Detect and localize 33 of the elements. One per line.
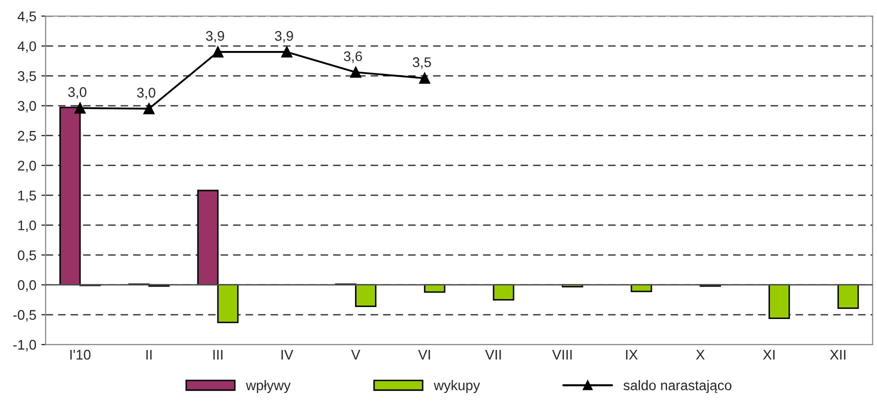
data-label: 3,9 — [274, 31, 294, 43]
y-tick-label: 1,5 — [18, 190, 36, 202]
data-label: 3,9 — [206, 31, 224, 43]
y-tick-label: 0,5 — [18, 250, 36, 262]
x-tick-label: VIII — [552, 350, 572, 360]
x-tick-label: VII — [485, 350, 501, 360]
x-tick-label: I'10 — [70, 350, 90, 360]
x-tick-label: III — [213, 350, 222, 360]
y-tick-label: -1,0 — [13, 340, 36, 352]
x-tick-label: II — [146, 350, 152, 360]
data-label: 3,6 — [344, 51, 362, 63]
y-tick-label: 3,5 — [18, 71, 36, 83]
y-tick-label: -0,5 — [13, 310, 36, 322]
x-tick-label: IV — [282, 350, 294, 360]
data-label: 3,0 — [137, 88, 156, 100]
y-tick-label: 1,0 — [18, 220, 36, 232]
legend-label: wpływy — [246, 380, 291, 394]
x-tick-label: VI — [418, 350, 430, 360]
x-tick-label: X — [696, 350, 705, 360]
y-tick-label: 4,0 — [18, 41, 36, 53]
data-label: 3,0 — [68, 87, 86, 99]
legend-label: saldo narastająco — [624, 380, 732, 394]
y-tick-label: 3,0 — [18, 101, 36, 113]
x-tick-label: IX — [626, 350, 638, 360]
y-tick-label: 0,0 — [18, 280, 36, 292]
y-tick-label: 2,5 — [18, 130, 36, 142]
y-tick-label: 4,5 — [18, 12, 36, 23]
x-tick-label: XII — [830, 350, 846, 360]
data-label: 3,5 — [412, 57, 431, 69]
x-tick-label: V — [351, 350, 360, 360]
x-tick-label: XI — [762, 350, 775, 360]
y-tick-label: 2,0 — [18, 160, 36, 172]
legend-label: wykupy — [434, 380, 480, 394]
